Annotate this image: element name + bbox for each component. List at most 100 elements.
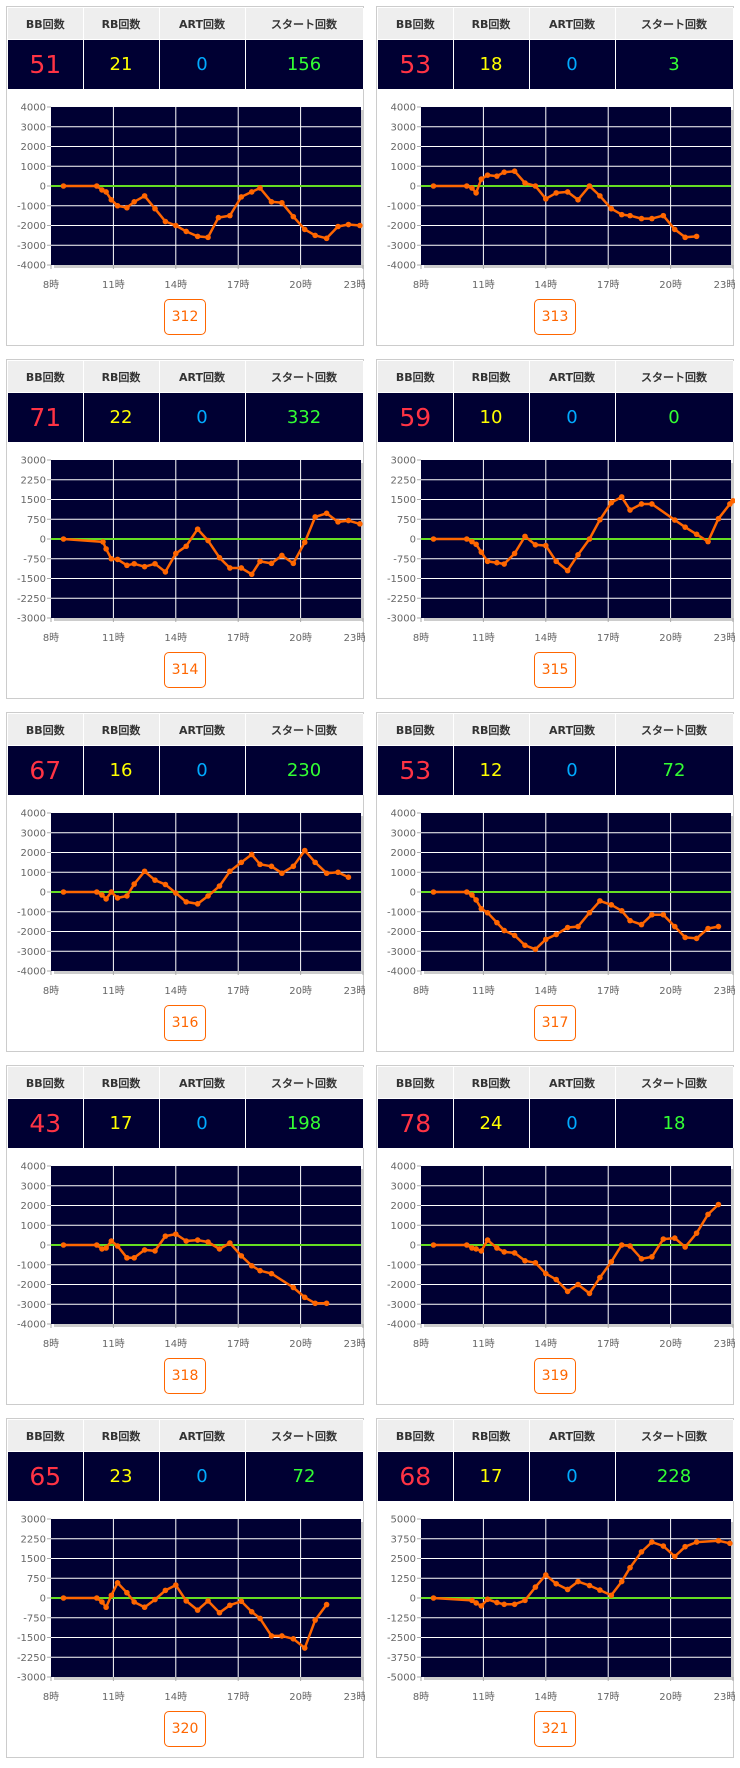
y-tick-label: 0 (40, 182, 46, 193)
machine-number-button[interactable]: 312 (164, 299, 206, 335)
data-point (532, 1584, 539, 1590)
machine-number-button[interactable]: 316 (164, 1005, 206, 1041)
data-point (494, 1599, 500, 1606)
bb-count-header: BB回数 (378, 361, 454, 393)
data-point (649, 1254, 655, 1260)
data-point (430, 1595, 437, 1601)
y-tick-label: 3000 (21, 456, 46, 467)
stats-value-row: 51 21 0 156 (8, 39, 364, 89)
data-point (93, 1595, 100, 1601)
machine-number-button[interactable]: 321 (534, 1711, 576, 1747)
data-point (194, 1237, 201, 1243)
stats-value-row: 53 12 0 72 (378, 745, 734, 795)
data-point (430, 183, 437, 189)
x-tick-label: 17時 (227, 1691, 250, 1703)
bb-count-value: 65 (8, 1451, 84, 1501)
y-tick-label: -2000 (17, 927, 46, 938)
x-tick-label: 23時 (344, 1691, 365, 1703)
rb-count-header: RB回数 (453, 1067, 530, 1099)
data-point (227, 565, 233, 571)
y-tick-label: -2250 (17, 1653, 46, 1664)
data-point (501, 1601, 507, 1608)
rb-count-header: RB回数 (453, 1420, 530, 1452)
x-tick-label: 20時 (289, 1691, 312, 1703)
bb-count-header: BB回数 (378, 1067, 454, 1099)
y-tick-label: 2000 (21, 848, 46, 859)
y-tick-label: -1250 (387, 1613, 416, 1624)
y-tick-label: -3000 (387, 1300, 416, 1311)
data-point (532, 946, 539, 953)
data-point (511, 550, 518, 557)
data-point (597, 1587, 603, 1593)
data-point (693, 935, 700, 942)
x-tick-label: 23時 (714, 1338, 735, 1350)
machine-panel: BB回数 RB回数 ART回数 スタート回数 43 17 0 198 4000 3000 2000 1… (6, 1065, 365, 1405)
data-point (335, 869, 341, 876)
data-point (469, 1597, 475, 1604)
data-point (511, 1250, 518, 1256)
bb-count-header: BB回数 (8, 1067, 84, 1099)
x-tick-label: 14時 (164, 1691, 187, 1703)
bb-count-header: BB回数 (378, 714, 454, 746)
x-tick-label: 23時 (344, 279, 365, 291)
machine-number-button[interactable]: 320 (164, 1711, 206, 1747)
bb-count-value: 68 (378, 1451, 454, 1501)
start-count-value: 228 (615, 1451, 734, 1501)
data-point (608, 499, 615, 506)
rb-count-value: 17 (453, 1451, 530, 1501)
start-count-header: スタート回数 (615, 714, 734, 746)
y-tick-label: 4000 (21, 103, 46, 114)
rb-count-value: 24 (453, 1098, 530, 1148)
y-tick-label: -3000 (387, 947, 416, 958)
machine-number-button[interactable]: 319 (534, 1358, 576, 1394)
data-point (323, 1601, 330, 1608)
machine-number-button[interactable]: 315 (534, 652, 576, 688)
art-count-header: ART回数 (529, 1067, 616, 1099)
x-tick-label: 20時 (289, 632, 312, 644)
data-point (671, 226, 678, 233)
x-tick-label: 17時 (227, 632, 250, 644)
rb-count-header: RB回数 (453, 361, 530, 393)
bb-count-value: 51 (8, 39, 84, 89)
y-tick-label: 2000 (21, 1201, 46, 1212)
data-point (608, 1258, 615, 1265)
y-tick-label: -4000 (387, 967, 416, 978)
data-point (216, 554, 223, 561)
data-point (597, 193, 603, 199)
machine-number-button[interactable]: 317 (534, 1005, 576, 1041)
data-point (553, 1276, 559, 1283)
data-point (463, 889, 470, 895)
data-point (248, 189, 255, 195)
data-point (60, 1595, 67, 1601)
y-tick-label: 1000 (391, 1221, 416, 1232)
y-tick-label: -2000 (17, 221, 46, 232)
machine-number-button[interactable]: 318 (164, 1358, 206, 1394)
data-point (671, 923, 678, 930)
machine-number-button[interactable]: 314 (164, 652, 206, 688)
data-point (618, 494, 625, 500)
bb-count-header: BB回数 (378, 1420, 454, 1452)
data-point (108, 1592, 115, 1599)
slump-chart: 3000 2250 1500 750 0 -750 -1500 -2250 -3000 8時 11時… (17, 456, 365, 645)
data-point (597, 516, 603, 523)
art-count-header: ART回数 (159, 714, 246, 746)
y-tick-label: 1000 (21, 162, 46, 173)
data-point (649, 501, 655, 507)
x-tick-label: 17時 (597, 1691, 620, 1703)
data-point (564, 1288, 571, 1295)
y-tick-label: 2500 (391, 1554, 416, 1565)
data-point (131, 1255, 137, 1261)
y-tick-label: 0 (40, 535, 46, 546)
data-point (660, 1236, 667, 1242)
data-point (484, 909, 491, 916)
machine-number-button[interactable]: 313 (534, 299, 576, 335)
data-point (114, 1243, 121, 1249)
data-point (162, 1233, 169, 1239)
data-point (494, 173, 500, 179)
y-tick-label: -750 (23, 1613, 46, 1624)
data-point (345, 517, 352, 524)
data-point (93, 1242, 100, 1248)
data-point (357, 521, 363, 527)
data-point (511, 932, 518, 939)
data-point (173, 550, 179, 557)
